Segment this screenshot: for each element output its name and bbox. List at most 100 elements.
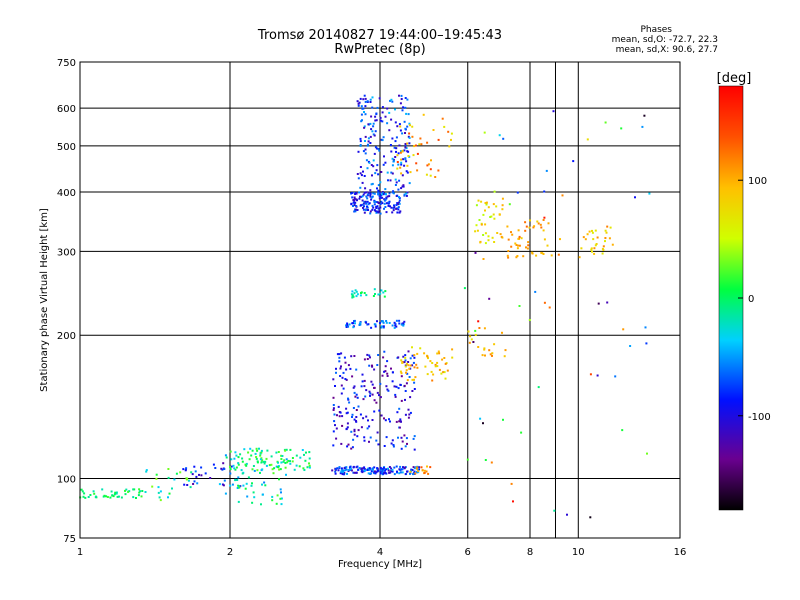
scatter-point (342, 469, 344, 472)
scatter-point (383, 445, 386, 447)
scatter-point (127, 490, 130, 493)
scatter-point (401, 361, 404, 364)
scatter-point (407, 364, 410, 367)
scatter-point (366, 323, 369, 326)
scatter-point (377, 211, 380, 214)
scatter-point (397, 188, 400, 191)
scatter-point (338, 353, 341, 356)
scatter-point (495, 205, 498, 208)
scatter-point (478, 219, 481, 221)
scatter-point (444, 362, 447, 365)
scatter-point (244, 463, 247, 466)
scatter-point (408, 413, 411, 416)
scatter-point (620, 127, 623, 130)
scatter-point (364, 187, 367, 190)
scatter-point (234, 451, 237, 454)
scatter-point (400, 420, 402, 423)
scatter-point (474, 230, 477, 233)
scatter-point (366, 197, 369, 200)
scatter-point (390, 469, 393, 472)
scatter-point (540, 226, 543, 229)
scatter-point (383, 192, 386, 195)
scatter-point (386, 171, 389, 174)
scatter-point (385, 385, 388, 388)
scatter-point (441, 358, 444, 361)
scatter-point (481, 354, 484, 357)
scatter-point (355, 192, 358, 195)
scatter-point (401, 471, 404, 474)
scatter-point (379, 206, 382, 209)
scatter-point (391, 380, 394, 383)
scatter-point (371, 208, 374, 211)
scatter-point (260, 461, 263, 464)
scatter-point (421, 469, 424, 472)
scatter-point (359, 294, 362, 297)
scatter-point (484, 459, 487, 461)
scatter-point (363, 125, 366, 128)
scatter-point (390, 367, 392, 370)
scatter-point (424, 365, 427, 368)
scatter-point (389, 420, 391, 423)
scatter-point (373, 209, 376, 212)
scatter-point (334, 470, 337, 473)
scatter-point (413, 356, 416, 359)
scatter-point (404, 132, 406, 134)
scatter-point (361, 199, 364, 202)
scatter-point (239, 453, 242, 456)
scatter-point (357, 468, 360, 471)
scatter-point (401, 132, 404, 135)
scatter-point (392, 444, 395, 446)
scatter-point (268, 464, 271, 467)
scatter-point (542, 253, 545, 255)
scatter-point (241, 457, 244, 460)
scatter-point (394, 393, 397, 396)
scatter-point (389, 205, 391, 208)
scatter-point (404, 97, 407, 99)
scatter-point (588, 230, 591, 233)
scatter-point (351, 290, 354, 293)
scatter-point (432, 373, 435, 376)
scatter-point (592, 238, 595, 241)
scatter-point (263, 481, 266, 484)
scatter-point (604, 237, 607, 239)
scatter-point (186, 484, 189, 486)
scatter-point (351, 196, 354, 199)
scatter-point (400, 447, 403, 450)
scatter-point (368, 440, 370, 443)
scatter-point (111, 494, 114, 497)
scatter-point (359, 186, 362, 189)
scatter-point (487, 235, 490, 238)
scatter-point (237, 463, 240, 466)
scatter-point (378, 97, 381, 100)
scatter-point (501, 197, 504, 200)
scatter-point (361, 373, 364, 376)
scatter-point (376, 467, 379, 470)
scatter-point (370, 128, 373, 131)
scatter-point (369, 194, 372, 197)
scatter-point (382, 325, 385, 328)
scatter-point (514, 242, 517, 245)
scatter-point (204, 472, 207, 475)
scatter-point (395, 181, 398, 184)
scatter-point (379, 119, 382, 122)
scatter-point (356, 173, 359, 175)
scatter-point (222, 462, 225, 465)
scatter-point (443, 357, 446, 359)
scatter-point (209, 477, 212, 479)
scatter-point (506, 225, 509, 228)
scatter-point (408, 122, 411, 125)
scatter-point (363, 111, 365, 113)
scatter-point (423, 469, 426, 472)
scatter-point (385, 202, 388, 205)
scatter-point (101, 488, 104, 491)
scatter-point (506, 254, 509, 257)
scatter-point (415, 363, 418, 366)
scatter-point (407, 113, 410, 116)
scatter-point (354, 395, 357, 398)
scatter-point (308, 466, 311, 469)
scatter-point (412, 154, 415, 157)
scatter-point (354, 201, 357, 204)
scatter-point (371, 365, 374, 368)
scatter-point (398, 202, 401, 205)
scatter-point (442, 371, 445, 374)
